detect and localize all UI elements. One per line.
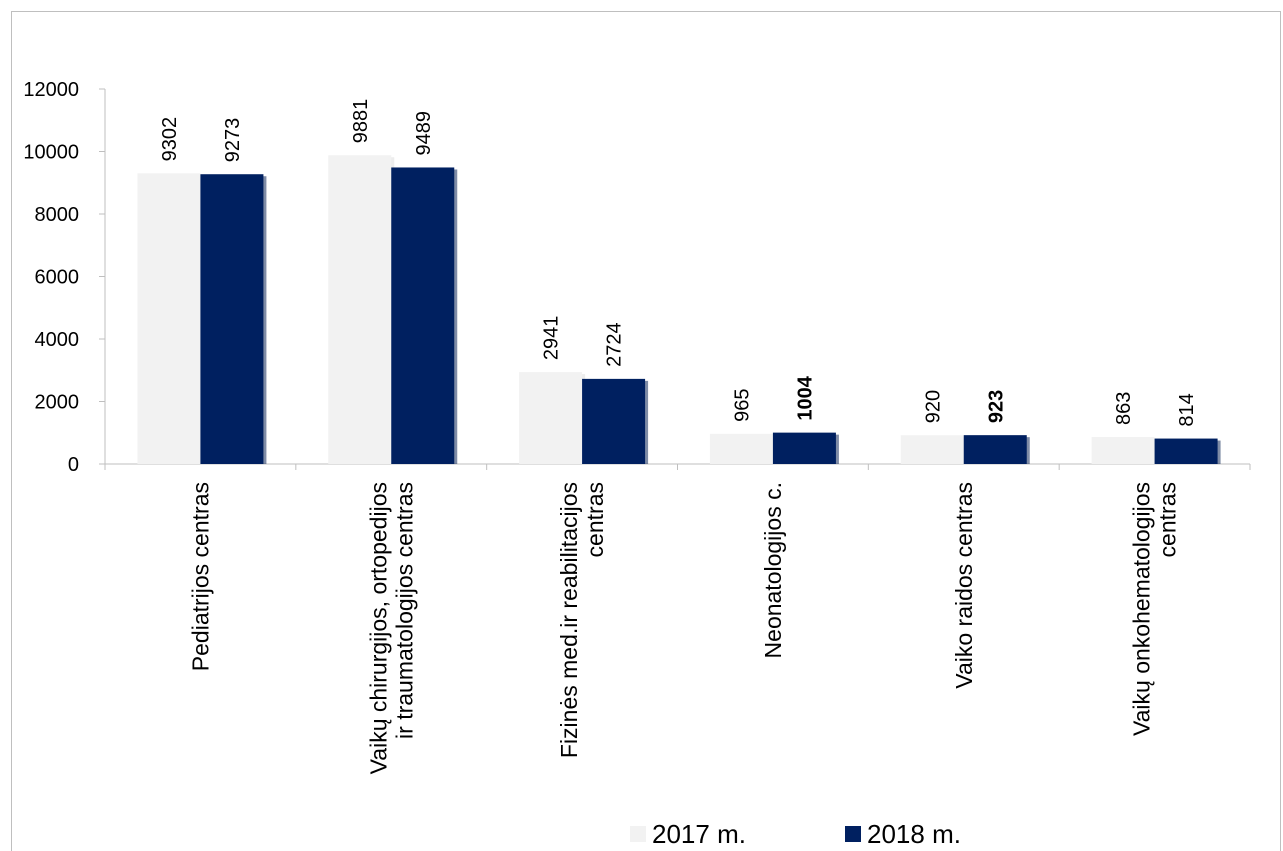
bar-2017m-3: [709, 433, 773, 464]
bar-2017m-2: [519, 372, 583, 464]
legend-swatch-0: [630, 826, 646, 842]
category-label: Vaikų onkohematologijos: [1129, 482, 1155, 736]
bar-2017m-5: [1091, 437, 1155, 464]
legend-swatch-1: [845, 826, 861, 842]
category-label: Pediatrijos centras: [187, 482, 213, 671]
bar-2018m-3: [772, 432, 836, 464]
data-label: 814: [1176, 393, 1198, 426]
data-label: 965: [731, 388, 753, 421]
bar-2018m-1: [391, 167, 455, 464]
bar-2017m-1: [328, 155, 392, 464]
category-label: ir traumatologijos centras: [391, 482, 417, 739]
data-label: 9489: [413, 111, 435, 156]
data-label: 920: [922, 390, 944, 423]
bar-2017m-4: [900, 435, 964, 464]
data-label: 9273: [222, 118, 244, 163]
data-label: 863: [1113, 392, 1135, 425]
bar-2018m-2: [582, 378, 646, 464]
bar-2018m-5: [1154, 438, 1218, 464]
category-label: Fizinės med.ir reabilitacijos: [556, 482, 582, 758]
data-label: 923: [985, 390, 1007, 423]
category-label: centras: [582, 482, 608, 557]
y-tick-label: 6000: [35, 267, 80, 289]
data-label: 2724: [604, 322, 626, 367]
bar-2017m-0: [137, 173, 201, 464]
y-tick-label: 10000: [23, 142, 79, 164]
category-label: Vaiko raidos centras: [951, 482, 977, 689]
y-tick-label: 12000: [23, 79, 79, 101]
chart-frame: [11, 11, 1281, 851]
category-label: Vaikų chirurgijos, ortopedijos: [365, 482, 391, 774]
data-label: 1004: [794, 375, 816, 420]
data-label: 2941: [541, 316, 563, 361]
legend-label: 2017 m.: [652, 819, 746, 849]
data-label: 9881: [350, 99, 372, 144]
category-label: Neonatologijos c.: [760, 482, 786, 658]
data-label: 9302: [159, 117, 181, 162]
bar-2018m-0: [200, 174, 264, 464]
category-label: centras: [1155, 482, 1181, 557]
y-tick-label: 0: [68, 454, 79, 476]
y-tick-label: 2000: [35, 392, 80, 414]
y-tick-label: 4000: [35, 329, 80, 351]
legend-label: 2018 m.: [867, 819, 961, 849]
y-tick-label: 8000: [35, 204, 80, 226]
bar-2018m-4: [963, 435, 1027, 464]
